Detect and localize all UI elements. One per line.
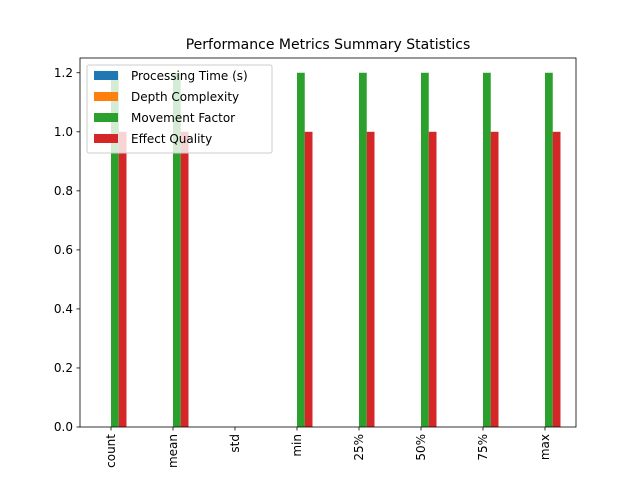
legend-swatch xyxy=(94,92,118,101)
plot-frame xyxy=(79,57,577,428)
bar-effect-quality-50pct xyxy=(428,131,437,428)
x-tick-label: mean xyxy=(166,434,180,468)
legend-label: Movement Factor xyxy=(131,111,235,125)
y-tick-label: 1.0 xyxy=(54,125,73,139)
x-tick-label: max xyxy=(538,434,552,460)
bar-movement-factor-min xyxy=(297,72,305,427)
x-tick-label: count xyxy=(104,434,118,468)
x-tick-label: 25% xyxy=(352,434,366,461)
x-tick-label: 50% xyxy=(414,434,428,461)
y-tick-label: 0.4 xyxy=(54,302,73,316)
bar-movement-factor-25pct xyxy=(359,72,367,427)
y-tick-label: 0.8 xyxy=(54,184,73,198)
bar-effect-quality-min xyxy=(304,131,313,428)
legend-label: Effect Quality xyxy=(131,132,212,146)
legend-swatch xyxy=(94,71,118,80)
x-tick-label: min xyxy=(290,434,304,457)
chart-title: Performance Metrics Summary Statistics xyxy=(186,37,471,53)
bar-effect-quality-count xyxy=(118,131,127,428)
y-tick-label: 0.6 xyxy=(54,243,73,257)
bar-effect-quality-25pct xyxy=(366,131,375,428)
x-tick-label: 75% xyxy=(476,434,490,461)
legend-label: Processing Time (s) xyxy=(131,69,248,83)
bar-effect-quality-max xyxy=(552,131,561,428)
legend: Processing Time (s) Depth Complexity Movem… xyxy=(86,64,273,154)
legend-label: Depth Complexity xyxy=(131,90,239,104)
legend-box xyxy=(86,64,273,154)
y-tick-label: 0.2 xyxy=(54,361,73,375)
bar-movement-factor-mean xyxy=(173,72,181,427)
legend-swatch xyxy=(94,134,118,143)
bar-movement-factor-50pct xyxy=(421,72,429,427)
y-tick-label: 1.2 xyxy=(54,66,73,80)
legend-swatch xyxy=(94,113,118,122)
bar-movement-factor-75pct xyxy=(483,72,491,427)
bar-movement-factor-count xyxy=(111,72,119,427)
y-tick-label: 0.0 xyxy=(54,420,73,434)
x-tick-label: std xyxy=(228,434,242,453)
bars-layer xyxy=(111,72,561,428)
axes-layer: 0.0 0.2 0.4 0.6 0.8 1.0 1.2 count mean std min 25% 5… xyxy=(54,57,577,468)
bar-movement-factor-max xyxy=(545,72,553,427)
bar-effect-quality-75pct xyxy=(490,131,499,428)
bar-effect-quality-mean xyxy=(180,131,189,428)
